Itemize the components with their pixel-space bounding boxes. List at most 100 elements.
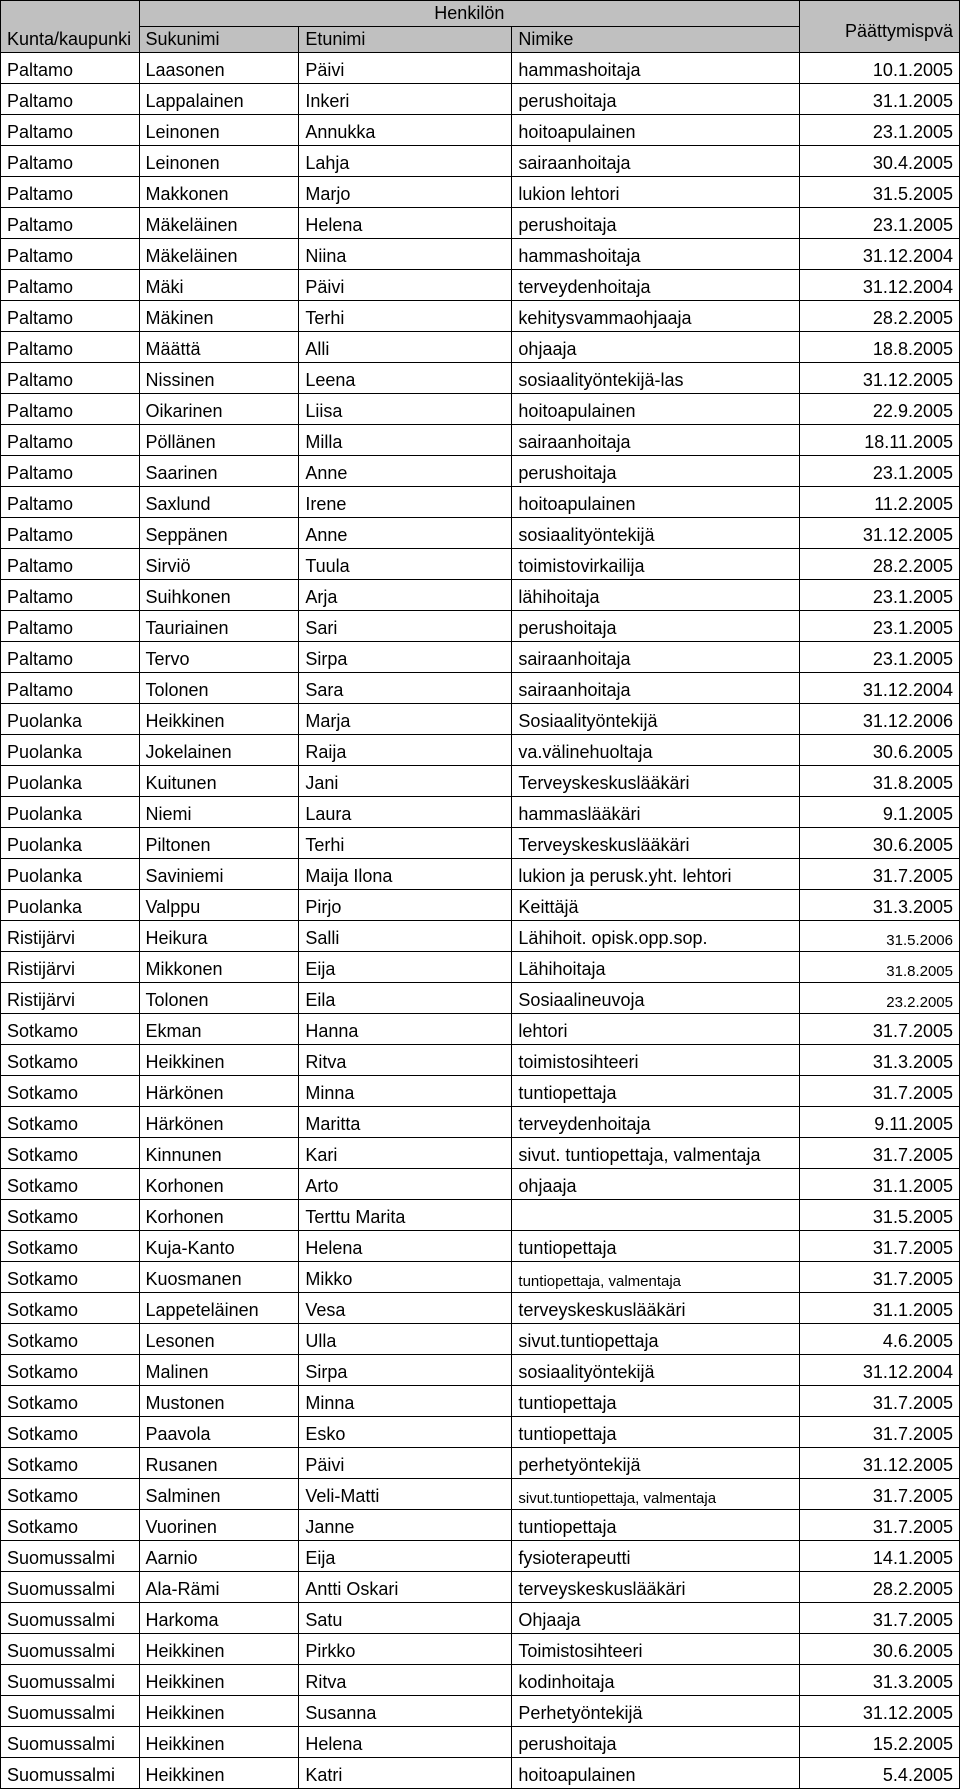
table-row: PaltamoMäättäAlliohjaaja18.8.2005	[1, 332, 960, 363]
cell-sukunimi: Kuitunen	[139, 766, 299, 797]
cell-etunimi: Pirjo	[299, 890, 512, 921]
cell-sukunimi: Jokelainen	[139, 735, 299, 766]
cell-kunta: Paltamo	[1, 394, 140, 425]
cell-paattymis: 31.3.2005	[800, 1665, 960, 1696]
cell-etunimi: Ritva	[299, 1045, 512, 1076]
cell-kunta: Suomussalmi	[1, 1758, 140, 1789]
table-row: SuomussalmiHeikkinenPirkkoToimistosihtee…	[1, 1634, 960, 1665]
cell-kunta: Suomussalmi	[1, 1634, 140, 1665]
cell-etunimi: Susanna	[299, 1696, 512, 1727]
cell-etunimi: Laura	[299, 797, 512, 828]
cell-paattymis: 31.7.2005	[800, 1076, 960, 1107]
cell-sukunimi: Heikkinen	[139, 1665, 299, 1696]
cell-nimike: tuntiopettaja	[512, 1417, 800, 1448]
cell-paattymis: 31.7.2005	[800, 1262, 960, 1293]
cell-sukunimi: Malinen	[139, 1355, 299, 1386]
table-row: RistijärviHeikuraSalliLähihoit. opisk.op…	[1, 921, 960, 952]
cell-paattymis: 23.1.2005	[800, 115, 960, 146]
cell-kunta: Paltamo	[1, 115, 140, 146]
cell-kunta: Sotkamo	[1, 1355, 140, 1386]
cell-kunta: Suomussalmi	[1, 1665, 140, 1696]
cell-sukunimi: Härkönen	[139, 1076, 299, 1107]
cell-kunta: Paltamo	[1, 208, 140, 239]
cell-kunta: Puolanka	[1, 735, 140, 766]
cell-etunimi: Raija	[299, 735, 512, 766]
cell-kunta: Paltamo	[1, 363, 140, 394]
cell-etunimi: Maritta	[299, 1107, 512, 1138]
cell-nimike: hoitoapulainen	[512, 394, 800, 425]
cell-sukunimi: Laasonen	[139, 53, 299, 84]
cell-etunimi: Pirkko	[299, 1634, 512, 1665]
table-row: SuomussalmiHeikkinenHelenaperushoitaja15…	[1, 1727, 960, 1758]
header-henkilon: Henkilön	[139, 1, 800, 27]
cell-sukunimi: Saxlund	[139, 487, 299, 518]
table-row: PaltamoLeinonenLahjasairaanhoitaja30.4.2…	[1, 146, 960, 177]
cell-kunta: Suomussalmi	[1, 1572, 140, 1603]
cell-nimike: sairaanhoitaja	[512, 425, 800, 456]
cell-paattymis: 31.3.2005	[800, 890, 960, 921]
table-row: SotkamoEkmanHannalehtori31.7.2005	[1, 1014, 960, 1045]
table-row: SotkamoMustonenMinnatuntiopettaja31.7.20…	[1, 1386, 960, 1417]
cell-sukunimi: Vuorinen	[139, 1510, 299, 1541]
cell-kunta: Puolanka	[1, 766, 140, 797]
cell-kunta: Paltamo	[1, 580, 140, 611]
cell-nimike: Terveyskeskuslääkäri	[512, 766, 800, 797]
table-row: SotkamoPaavolaEskotuntiopettaja31.7.2005	[1, 1417, 960, 1448]
table-row: SotkamoHeikkinenRitvatoimistosihteeri31.…	[1, 1045, 960, 1076]
cell-sukunimi: Seppänen	[139, 518, 299, 549]
cell-etunimi: Veli-Matti	[299, 1479, 512, 1510]
cell-kunta: Sotkamo	[1, 1107, 140, 1138]
cell-kunta: Ristijärvi	[1, 952, 140, 983]
cell-paattymis: 5.4.2005	[800, 1758, 960, 1789]
cell-sukunimi: Niemi	[139, 797, 299, 828]
cell-sukunimi: Härkönen	[139, 1107, 299, 1138]
cell-sukunimi: Nissinen	[139, 363, 299, 394]
cell-sukunimi: Aarnio	[139, 1541, 299, 1572]
cell-sukunimi: Sirviö	[139, 549, 299, 580]
cell-sukunimi: Kuja-Kanto	[139, 1231, 299, 1262]
cell-paattymis: 23.1.2005	[800, 611, 960, 642]
cell-etunimi: Helena	[299, 208, 512, 239]
cell-kunta: Paltamo	[1, 239, 140, 270]
cell-kunta: Paltamo	[1, 518, 140, 549]
cell-paattymis: 31.7.2005	[800, 1603, 960, 1634]
cell-nimike: toimistovirkailija	[512, 549, 800, 580]
table-row: SotkamoRusanenPäiviperhetyöntekijä31.12.…	[1, 1448, 960, 1479]
cell-paattymis: 9.1.2005	[800, 797, 960, 828]
cell-kunta: Sotkamo	[1, 1510, 140, 1541]
cell-nimike: perushoitaja	[512, 456, 800, 487]
cell-paattymis: 31.7.2005	[800, 859, 960, 890]
table-row: PuolankaSaviniemiMaija Ilonalukion ja pe…	[1, 859, 960, 890]
cell-paattymis: 11.2.2005	[800, 487, 960, 518]
table-row: PaltamoSaxlundIrenehoitoapulainen11.2.20…	[1, 487, 960, 518]
cell-paattymis: 31.12.2004	[800, 270, 960, 301]
cell-nimike: sosiaalityöntekijä	[512, 518, 800, 549]
cell-sukunimi: Salminen	[139, 1479, 299, 1510]
cell-sukunimi: Heikkinen	[139, 1758, 299, 1789]
cell-paattymis: 31.5.2006	[800, 921, 960, 952]
cell-sukunimi: Valppu	[139, 890, 299, 921]
cell-etunimi: Milla	[299, 425, 512, 456]
cell-etunimi: Marja	[299, 704, 512, 735]
cell-kunta: Puolanka	[1, 797, 140, 828]
table-row: PaltamoMäkinenTerhikehitysvammaohjaaja28…	[1, 301, 960, 332]
cell-sukunimi: Mäkinen	[139, 301, 299, 332]
cell-nimike: hammashoitaja	[512, 53, 800, 84]
cell-nimike: lukion lehtori	[512, 177, 800, 208]
cell-kunta: Paltamo	[1, 456, 140, 487]
cell-paattymis: 22.9.2005	[800, 394, 960, 425]
cell-etunimi: Ritva	[299, 1665, 512, 1696]
cell-paattymis: 28.2.2005	[800, 1572, 960, 1603]
cell-kunta: Paltamo	[1, 425, 140, 456]
table-row: PaltamoSirviöTuulatoimistovirkailija28.2…	[1, 549, 960, 580]
cell-paattymis: 28.2.2005	[800, 549, 960, 580]
cell-sukunimi: Heikkinen	[139, 1727, 299, 1758]
cell-kunta: Sotkamo	[1, 1231, 140, 1262]
cell-etunimi: Helena	[299, 1727, 512, 1758]
cell-kunta: Suomussalmi	[1, 1603, 140, 1634]
cell-sukunimi: Mäkeläinen	[139, 208, 299, 239]
cell-kunta: Sotkamo	[1, 1014, 140, 1045]
cell-etunimi: Salli	[299, 921, 512, 952]
cell-etunimi: Sirpa	[299, 642, 512, 673]
cell-etunimi: Terhi	[299, 828, 512, 859]
